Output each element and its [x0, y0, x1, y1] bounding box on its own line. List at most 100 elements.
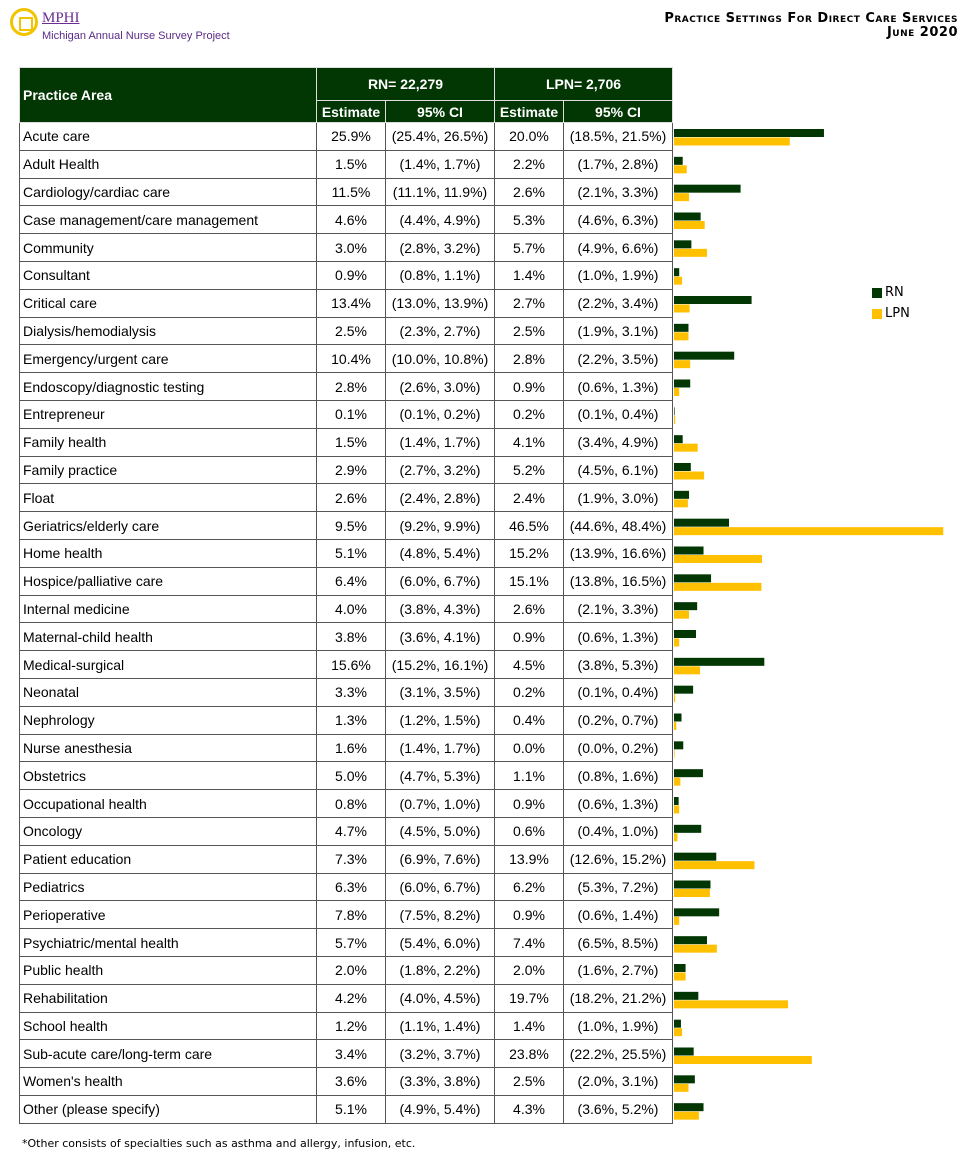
lpn-bar: [674, 304, 690, 313]
table-row: Patient education 7.3% (6.9%, 7.6%) 13.9% (1…: [19, 844, 673, 874]
table-row: Sub-acute care/long-term care 3.4% (3.2%, …: [19, 1039, 673, 1069]
lpn-ci-cell: (0.6%, 1.3%): [563, 789, 673, 818]
table-row: Case management/care management 4.6% (4.4%…: [19, 205, 673, 235]
lpn-bar: [674, 777, 681, 786]
lpn-estimate-cell: 4.3%: [494, 1094, 564, 1124]
lpn-bar: [674, 1000, 789, 1009]
table-row: Psychiatric/mental health 5.7% (5.4%, 6.0%…: [19, 928, 673, 957]
col-practice-area: Practice Area: [19, 67, 317, 123]
logo-emblem-icon: [10, 8, 38, 36]
lpn-estimate-cell: 5.2%: [494, 455, 564, 485]
rn-estimate-cell: 4.2%: [316, 983, 386, 1013]
practice-area-cell: Perioperative: [19, 900, 317, 930]
lpn-estimate-cell: 6.2%: [494, 872, 564, 902]
table-row: Critical care 13.4% (13.0%, 13.9%) 2.7% (2.2…: [19, 288, 673, 318]
lpn-estimate-cell: 1.4%: [494, 1011, 564, 1041]
practice-area-cell: Geriatrics/elderly care: [19, 511, 317, 540]
rn-ci-cell: (3.2%, 3.7%): [385, 1039, 495, 1069]
rn-ci-cell: (4.4%, 4.9%): [385, 205, 495, 235]
footnote: *Other consists of specialties such as a…: [22, 1137, 416, 1150]
legend-rn-label: RN: [885, 285, 904, 300]
lpn-estimate-cell: 2.2%: [494, 149, 564, 179]
lpn-ci-header: 95% CI: [563, 100, 673, 123]
rn-bar: [674, 268, 680, 277]
rn-estimate-cell: 6.3%: [316, 872, 386, 902]
practice-area-cell: Cardiology/cardiac care: [19, 177, 317, 207]
rn-ci-cell: (1.8%, 2.2%): [385, 955, 495, 985]
practice-area-cell: Rehabilitation: [19, 983, 317, 1013]
lpn-ci-cell: (18.2%, 21.2%): [563, 983, 673, 1013]
lpn-bar: [674, 555, 763, 563]
rn-bar: [674, 602, 698, 611]
lpn-estimate-cell: 2.5%: [494, 1067, 564, 1096]
lpn-bar: [674, 833, 678, 842]
legend: RN LPN: [872, 282, 910, 324]
rn-estimate-cell: 3.6%: [316, 1067, 386, 1096]
rn-ci-cell: (4.7%, 5.3%): [385, 761, 495, 791]
rn-bar: [674, 657, 765, 666]
lpn-ci-cell: (4.9%, 6.6%): [563, 233, 673, 262]
lpn-ci-cell: (3.6%, 5.2%): [563, 1094, 673, 1124]
title-date: June 2020: [886, 25, 958, 40]
table-row: Internal medicine 4.0% (3.8%, 4.3%) 2.6% (2.…: [19, 594, 673, 624]
rn-estimate-cell: 13.4%: [316, 288, 386, 318]
practice-area-cell: Public health: [19, 955, 317, 985]
rn-estimate-cell: 1.6%: [316, 733, 386, 763]
practice-area-cell: Occupational health: [19, 789, 317, 818]
lpn-estimate-cell: 13.9%: [494, 844, 564, 874]
lpn-bar: [674, 889, 710, 897]
rn-ci-cell: (3.8%, 4.3%): [385, 594, 495, 624]
rn-estimate-cell: 11.5%: [316, 177, 386, 207]
lpn-estimate-cell: 0.9%: [494, 372, 564, 401]
lpn-ci-cell: (0.0%, 0.2%): [563, 733, 673, 763]
practice-area-cell: Emergency/urgent care: [19, 344, 317, 374]
rn-estimate-cell: 5.1%: [316, 538, 386, 568]
lpn-ci-cell: (18.5%, 21.5%): [563, 122, 673, 151]
lpn-bar: [674, 360, 691, 369]
rn-bar: [674, 880, 711, 889]
table-row: Rehabilitation 4.2% (4.0%, 4.5%) 19.7% (18.2…: [19, 983, 673, 1013]
table-row: Public health 2.0% (1.8%, 2.2%) 2.0% (1.6%, …: [19, 955, 673, 985]
lpn-ci-cell: (0.1%, 0.4%): [563, 399, 673, 429]
rn-estimate-cell: 2.0%: [316, 955, 386, 985]
lpn-estimate-cell: 0.9%: [494, 900, 564, 930]
rn-ci-cell: (1.4%, 1.7%): [385, 733, 495, 763]
rn-estimate-cell: 2.5%: [316, 316, 386, 346]
lpn-estimate-cell: 2.8%: [494, 344, 564, 374]
lpn-ci-cell: (13.9%, 16.6%): [563, 538, 673, 568]
lpn-ci-cell: (1.0%, 1.9%): [563, 260, 673, 290]
rn-bar: [674, 964, 686, 972]
legend-rn-swatch: [872, 287, 882, 298]
lpn-ci-cell: (1.0%, 1.9%): [563, 1011, 673, 1041]
practice-area-cell: Case management/care management: [19, 205, 317, 235]
rn-bar: [674, 296, 752, 304]
lpn-ci-cell: (0.2%, 0.7%): [563, 705, 673, 735]
lpn-estimate-cell: 0.4%: [494, 705, 564, 735]
rn-ci-cell: (4.9%, 5.4%): [385, 1094, 495, 1124]
rn-ci-cell: (4.8%, 5.4%): [385, 538, 495, 568]
rn-bar: [674, 1075, 695, 1084]
rn-bar: [674, 212, 701, 221]
rn-estimate-cell: 3.4%: [316, 1039, 386, 1069]
table-row: Adult Health 1.5% (1.4%, 1.7%) 2.2% (1.7%, 2…: [19, 149, 673, 179]
lpn-bar: [674, 666, 701, 675]
rn-bar: [674, 518, 730, 527]
lpn-ci-cell: (4.5%, 6.1%): [563, 455, 673, 485]
lpn-estimate-cell: 1.1%: [494, 761, 564, 791]
practice-area-cell: Nurse anesthesia: [19, 733, 317, 763]
lpn-bar: [674, 1056, 812, 1064]
rn-estimate-cell: 15.6%: [316, 650, 386, 679]
rn-bar: [674, 407, 675, 416]
lpn-ci-cell: (2.2%, 3.4%): [563, 288, 673, 318]
rn-estimate-cell: 2.9%: [316, 455, 386, 485]
lpn-ci-cell: (6.5%, 8.5%): [563, 928, 673, 957]
lpn-ci-cell: (0.6%, 1.4%): [563, 900, 673, 930]
lpn-bar: [674, 749, 675, 758]
rn-bar: [674, 435, 683, 444]
practice-area-cell: Other (please specify): [19, 1094, 317, 1124]
lpn-estimate-cell: 0.6%: [494, 816, 564, 846]
rn-ci-cell: (15.2%, 16.1%): [385, 650, 495, 679]
practice-area-cell: Family practice: [19, 455, 317, 485]
practice-area-cell: Maternal-child health: [19, 622, 317, 652]
lpn-bar: [674, 443, 698, 452]
